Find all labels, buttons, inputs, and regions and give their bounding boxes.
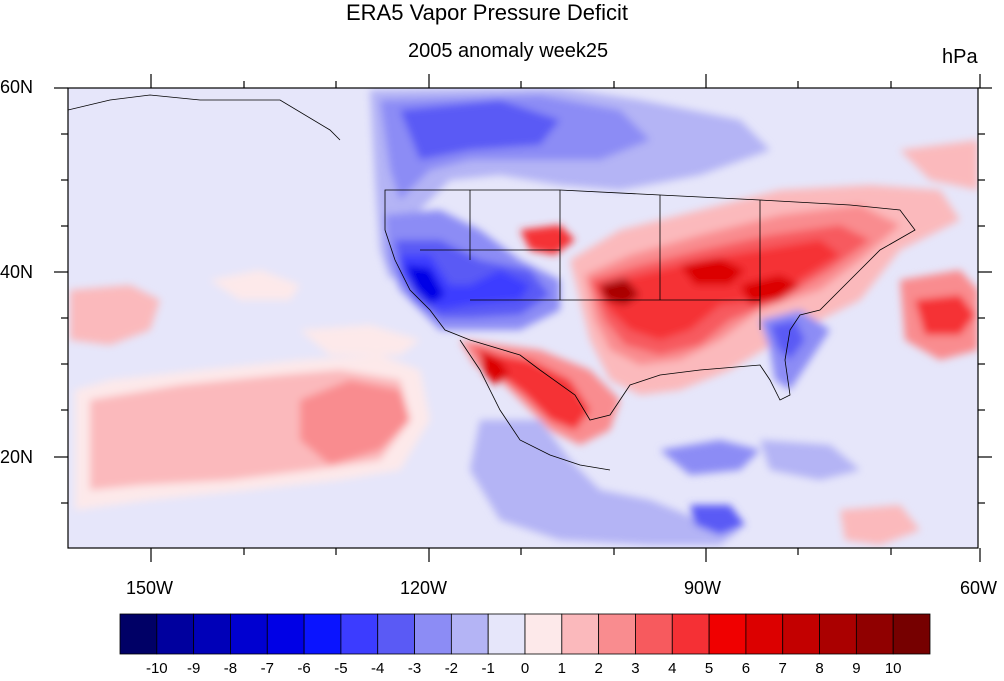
colorbar-label: 9 (852, 660, 861, 677)
colorbar-swatch (156, 613, 195, 655)
colorbar-label: 0 (520, 660, 530, 677)
figure-title: ERA5 Vapor Pressure Deficit (346, 0, 629, 25)
colorbar-swatch (745, 613, 784, 655)
colorbar-label: 5 (704, 660, 714, 677)
colorbar-label: 2 (594, 660, 603, 677)
colorbar-label: -7 (260, 660, 274, 677)
colorbar-swatch (487, 613, 526, 655)
lon-label-120w: 120W (400, 578, 448, 598)
colorbar-label: 1 (557, 660, 566, 677)
coastlines (68, 94, 916, 471)
colorbar-label: 4 (668, 660, 677, 677)
colorbar-label: -9 (186, 660, 201, 677)
axis-ticks (54, 74, 992, 562)
colorbar-label: 6 (741, 660, 751, 677)
colorbar-label: -4 (371, 660, 385, 677)
colorbar-swatch (708, 613, 747, 655)
lon-label-150w: 150W (126, 578, 174, 598)
colorbar-swatch (414, 613, 452, 655)
colorbar-swatch (230, 613, 268, 655)
colorbar-swatch (377, 613, 415, 655)
colorbar-swatch (119, 613, 158, 655)
units-label: hPa (942, 46, 978, 68)
colorbar-swatch (819, 613, 857, 655)
colorbar-label: 7 (778, 660, 787, 677)
colorbar-label: -2 (444, 660, 459, 677)
colorbar-swatch (635, 613, 673, 655)
colorbar-swatch (561, 613, 600, 655)
colorbar-swatch (855, 613, 894, 655)
colorbar-swatch (782, 613, 820, 655)
colorbar-swatch (598, 613, 636, 655)
colorbar-swatch (524, 613, 563, 655)
colorbar-swatch (340, 613, 379, 655)
lat-label-40n: 40N (0, 262, 34, 282)
colorbar-label: 10 (884, 660, 902, 677)
lon-label-90w: 90W (684, 578, 722, 598)
colorbar-label: 8 (815, 660, 824, 677)
colorbar-swatch (303, 613, 342, 655)
colorbar-swatch (671, 613, 710, 655)
colorbar-label: 3 (631, 660, 640, 677)
anomaly-field (68, 88, 978, 548)
colorbar-label: -6 (297, 660, 311, 677)
colorbar-label: -5 (334, 660, 348, 677)
colorbar-label: -1 (481, 660, 495, 677)
figure-subtitle: 2005 anomaly week25 (408, 40, 609, 62)
colorbar (119, 613, 931, 655)
colorbar-label: -10 (145, 660, 168, 677)
colorbar-label: -8 (223, 660, 238, 677)
colorbar-swatch (450, 613, 489, 655)
lat-label-20n: 20N (0, 447, 34, 467)
colorbar-swatch (193, 613, 231, 655)
lat-label-60n: 60N (0, 77, 34, 97)
colorbar-swatch (892, 613, 931, 655)
colorbar-label: -3 (407, 660, 422, 677)
colorbar-swatch (266, 613, 305, 655)
lon-label-60w: 60W (960, 578, 998, 598)
